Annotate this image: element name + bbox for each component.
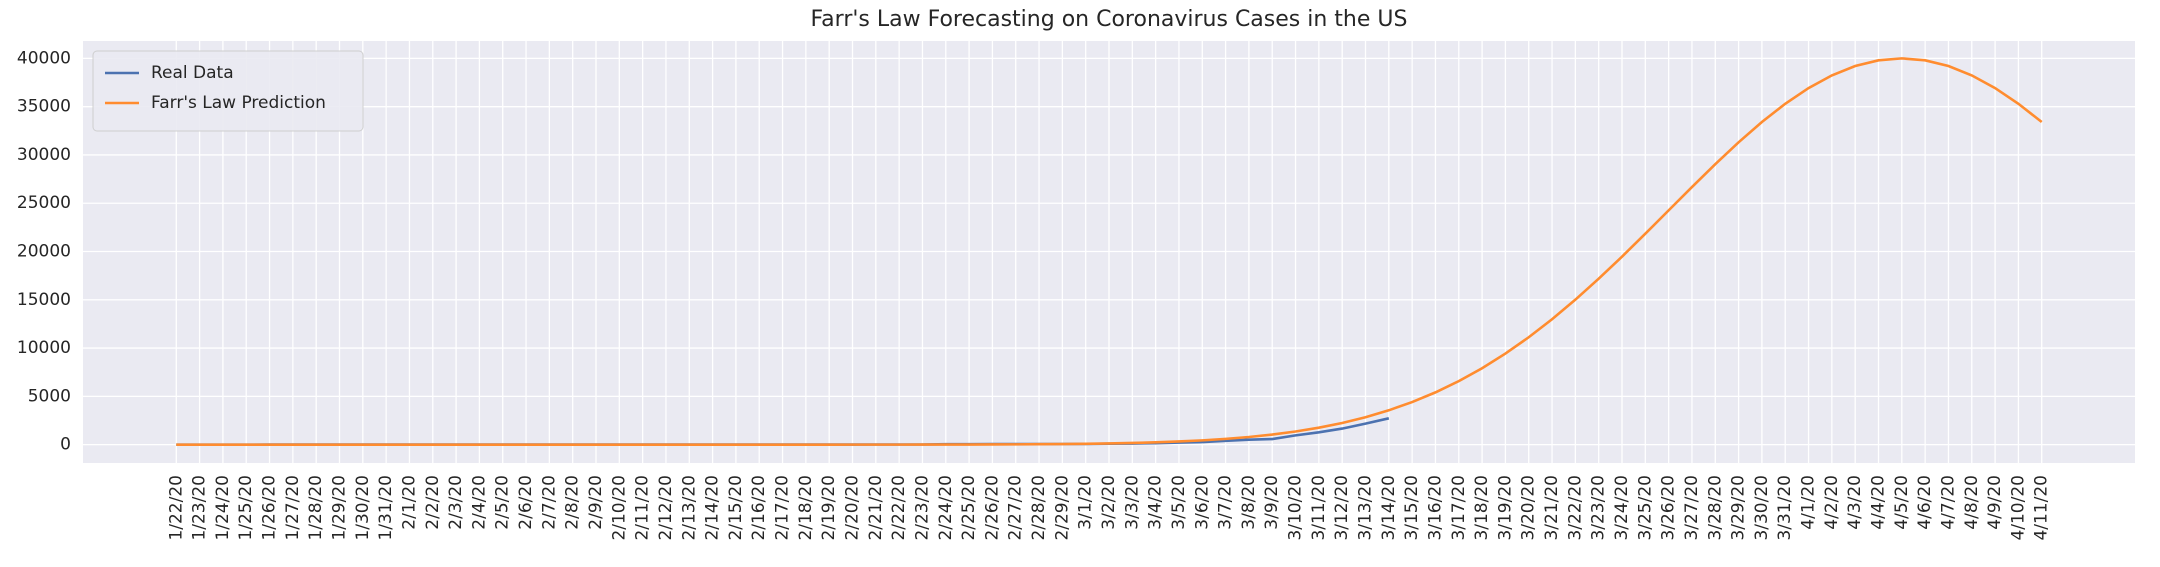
x-tick-label: 2/26/20: [982, 475, 1002, 541]
x-tick-label: 3/1/20: [1076, 475, 1096, 530]
y-tick-label: 35000: [17, 97, 71, 117]
chart-title: Farr's Law Forecasting on Coronavirus Ca…: [811, 7, 1408, 32]
x-tick-label: 4/7/20: [1938, 475, 1958, 530]
x-tick-label: 3/27/20: [1682, 475, 1702, 541]
x-tick-label: 2/29/20: [1052, 475, 1072, 541]
x-tick-label: 1/31/20: [376, 475, 396, 541]
x-tick-label: 2/7/20: [539, 475, 559, 530]
y-tick-label: 30000: [17, 145, 71, 165]
x-tick-label: 4/3/20: [1845, 475, 1865, 530]
x-tick-label: 3/2/20: [1099, 475, 1119, 530]
x-tick-label: 3/22/20: [1565, 475, 1585, 541]
y-tick-label: 10000: [17, 338, 71, 358]
x-tick-label: 4/5/20: [1892, 475, 1912, 530]
x-tick-label: 4/6/20: [1915, 475, 1935, 530]
x-tick-label: 2/4/20: [469, 475, 489, 530]
x-tick-label: 2/19/20: [819, 475, 839, 541]
x-tick-label: 3/31/20: [1775, 475, 1795, 541]
legend-box: [92, 50, 364, 132]
x-tick-label: 2/9/20: [586, 475, 606, 530]
x-tick-label: 3/9/20: [1262, 475, 1282, 530]
x-tick-label: 4/1/20: [1799, 475, 1819, 530]
x-tick-label: 2/17/20: [773, 475, 793, 541]
x-tick-label: 2/21/20: [866, 475, 886, 541]
x-tick-label: 2/18/20: [796, 475, 816, 541]
x-tick-label: 2/8/20: [563, 475, 583, 530]
x-tick-label: 2/20/20: [843, 475, 863, 541]
x-tick-label: 3/8/20: [1239, 475, 1259, 530]
x-tick-label: 2/2/20: [423, 475, 443, 530]
y-tick-label: 20000: [17, 242, 71, 262]
x-tick-label: 4/4/20: [1869, 475, 1889, 530]
x-tick-label: 4/10/20: [2008, 475, 2028, 541]
x-tick-label: 2/23/20: [912, 475, 932, 541]
x-tick-label: 2/5/20: [493, 475, 513, 530]
x-tick-label: 1/26/20: [260, 475, 280, 541]
x-tick-label: 1/29/20: [330, 475, 350, 541]
x-tick-label: 3/19/20: [1495, 475, 1515, 541]
x-tick-label: 3/5/20: [1169, 475, 1189, 530]
x-tick-label: 4/11/20: [2032, 475, 2052, 541]
x-tick-label: 3/28/20: [1705, 475, 1725, 541]
x-tick-label: 3/30/20: [1752, 475, 1772, 541]
x-tick-label: 1/22/20: [166, 475, 186, 541]
x-tick-label: 3/6/20: [1192, 475, 1212, 530]
x-tick-label: 3/21/20: [1542, 475, 1562, 541]
x-tick-label: 4/8/20: [1962, 475, 1982, 530]
x-tick-label: 3/24/20: [1612, 475, 1632, 541]
x-tick-label: 3/18/20: [1472, 475, 1492, 541]
x-tick-label: 1/28/20: [306, 475, 326, 541]
x-tick-label: 3/16/20: [1425, 475, 1445, 541]
x-tick-label: 2/12/20: [656, 475, 676, 541]
x-tick-label: 2/27/20: [1006, 475, 1026, 541]
x-tick-label: 3/7/20: [1216, 475, 1236, 530]
y-tick-label: 15000: [17, 290, 71, 310]
x-tick-label: 2/3/20: [446, 475, 466, 530]
x-tick-label: 2/22/20: [889, 475, 909, 541]
x-tick-label: 3/14/20: [1379, 475, 1399, 541]
x-tick-label: 1/25/20: [236, 475, 256, 541]
x-tick-label: 2/13/20: [679, 475, 699, 541]
x-tick-label: 3/23/20: [1589, 475, 1609, 541]
x-tick-label: 2/25/20: [959, 475, 979, 541]
x-tick-label: 2/15/20: [726, 475, 746, 541]
x-tick-label: 1/24/20: [213, 475, 233, 541]
x-tick-label: 1/23/20: [190, 475, 210, 541]
legend-label: Real Data: [151, 63, 234, 83]
x-tick-label: 3/15/20: [1402, 475, 1422, 541]
legend: Real Data Farr's Law Prediction: [92, 50, 364, 132]
series-line: [176, 57, 2043, 446]
x-tick-label: 3/13/20: [1356, 475, 1376, 541]
x-tick-label: 2/16/20: [749, 475, 769, 541]
y-tick-label: 0: [60, 435, 71, 455]
x-tick-label: 3/4/20: [1146, 475, 1166, 530]
x-tick-label: 2/10/20: [609, 475, 629, 541]
x-tick-label: 2/14/20: [703, 475, 723, 541]
y-tick-label: 5000: [28, 386, 71, 406]
x-tick-label: 3/3/20: [1122, 475, 1142, 530]
x-tick-label: 3/25/20: [1635, 475, 1655, 541]
legend-label: Farr's Law Prediction: [151, 93, 326, 113]
x-tick-label: 2/24/20: [936, 475, 956, 541]
x-tick-label: 3/11/20: [1309, 475, 1329, 541]
x-tick-label: 4/9/20: [1985, 475, 2005, 530]
x-tick-label: 2/28/20: [1029, 475, 1049, 541]
x-tick-label: 1/27/20: [283, 475, 303, 541]
x-tick-label: 2/1/20: [399, 475, 419, 530]
x-tick-label: 2/11/20: [633, 475, 653, 541]
x-tick-label: 2/6/20: [516, 475, 536, 530]
x-tick-label: 3/12/20: [1332, 475, 1352, 541]
x-tick-label: 1/30/20: [353, 475, 373, 541]
x-tick-label: 3/20/20: [1519, 475, 1539, 541]
y-tick-label: 40000: [17, 48, 71, 68]
x-tick-label: 3/26/20: [1659, 475, 1679, 541]
x-tick-label: 3/17/20: [1449, 475, 1469, 541]
x-tick-label: 4/2/20: [1822, 475, 1842, 530]
x-tick-label: 3/29/20: [1729, 475, 1749, 541]
y-tick-label: 25000: [17, 193, 71, 213]
x-tick-label: 3/10/20: [1286, 475, 1306, 541]
